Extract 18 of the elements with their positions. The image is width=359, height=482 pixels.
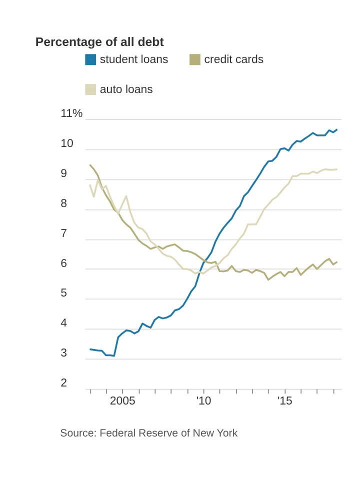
y-tick-label: 4 <box>60 318 68 330</box>
legend-label: credit cards <box>204 54 264 66</box>
chart-title: Percentage of all debt <box>35 34 164 49</box>
x-tick-label: '10 <box>196 395 212 408</box>
source-note: Source: Federal Reserve of New York <box>60 428 238 440</box>
y-tick-label: 11% <box>60 108 83 120</box>
y-tick-label: 6 <box>60 258 67 270</box>
y-tick-label: 2 <box>60 378 67 390</box>
y-tick-label: 9 <box>60 168 67 180</box>
legend-label: student loans <box>100 54 168 66</box>
y-tick-label: 8 <box>60 198 67 210</box>
y-tick-label: 3 <box>60 348 67 360</box>
x-tick-label: '15 <box>277 395 292 408</box>
y-tick-label: 5 <box>60 288 67 300</box>
y-tick-label: 10 <box>60 138 74 150</box>
legend-label: auto loans <box>100 84 154 96</box>
x-tick-label: 2005 <box>110 395 136 408</box>
y-tick-label: 7 <box>60 228 67 240</box>
